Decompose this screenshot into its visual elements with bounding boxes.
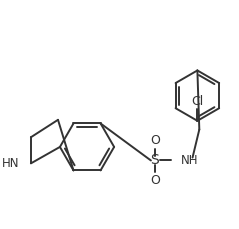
Text: NH: NH xyxy=(181,154,198,167)
Text: S: S xyxy=(150,153,159,167)
Text: O: O xyxy=(150,174,160,187)
Text: HN: HN xyxy=(2,157,19,170)
Text: Cl: Cl xyxy=(191,95,203,108)
Text: O: O xyxy=(150,134,160,147)
